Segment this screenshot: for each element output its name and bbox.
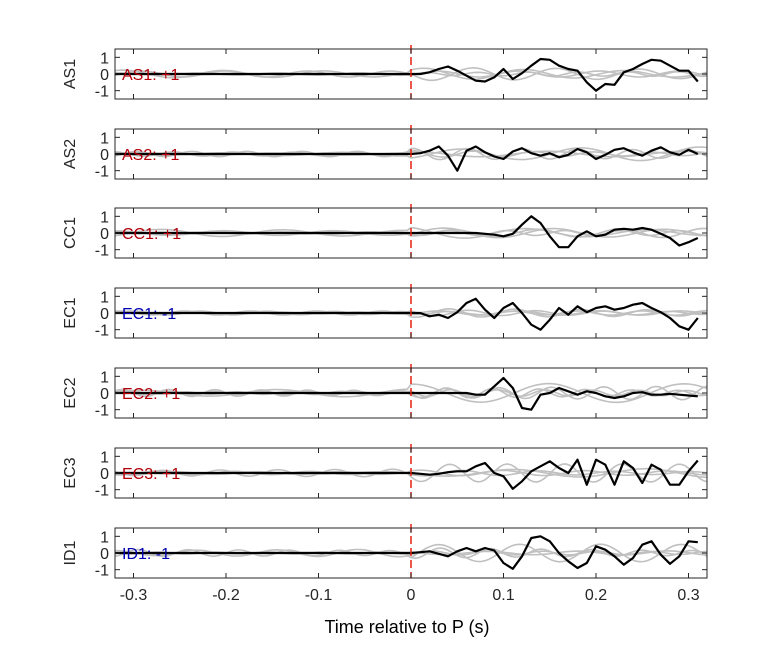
- background-trace: [115, 226, 707, 239]
- y-axis-label: EC1: [62, 297, 79, 328]
- y-tick-label: -1: [95, 323, 109, 340]
- y-tick-label: 1: [100, 449, 109, 466]
- panel-id1: -101 ID1 ID1: -1: [62, 524, 708, 580]
- panel-ec2: -101 EC2 EC2: +1: [62, 364, 708, 420]
- panel-as2: -101 AS2 AS2: +1: [62, 125, 708, 181]
- y-tick-label: 0: [100, 226, 109, 243]
- y-axis-label: CC1: [62, 217, 79, 249]
- series-line: [115, 57, 699, 92]
- x-tick-label: 0.2: [585, 587, 607, 604]
- y-tick-label: -1: [95, 403, 109, 420]
- y-axis-label: EC2: [62, 377, 79, 408]
- y-axis-label: AS1: [62, 59, 79, 89]
- y-tick-label: 1: [100, 369, 109, 386]
- y-tick-label: -1: [95, 84, 109, 101]
- y-axis-label: ID1: [62, 540, 79, 565]
- polarity-annotation: EC1: -1: [122, 306, 176, 323]
- x-tick-label: -0.2: [212, 587, 240, 604]
- x-tick-label: 0.3: [677, 587, 699, 604]
- background-trace: [115, 307, 707, 319]
- series-line: [115, 535, 698, 570]
- polarity-annotation: AS1: +1: [122, 67, 179, 84]
- series-line: [115, 145, 699, 172]
- polarity-annotation: EC3: +1: [122, 466, 180, 483]
- y-axis-label: EC3: [62, 457, 79, 488]
- series-line: [115, 376, 698, 411]
- y-tick-label: -1: [95, 483, 109, 500]
- y-tick-label: 0: [100, 306, 109, 323]
- background-trace: [115, 147, 707, 161]
- panel-as1: -101 AS1 AS1: +1: [62, 45, 708, 101]
- y-tick-label: 0: [100, 147, 109, 164]
- x-tick-label: 0: [407, 587, 416, 604]
- polarity-annotation: ID1: -1: [122, 546, 170, 563]
- y-tick-label: 1: [100, 209, 109, 226]
- y-tick-label: 1: [100, 50, 109, 67]
- panel-ec1: -101 EC1 EC1: -1: [62, 284, 708, 340]
- y-tick-label: 0: [100, 466, 109, 483]
- panel-ec3: -101 EC3 EC3: +1: [62, 444, 708, 500]
- y-tick-label: 1: [100, 289, 109, 306]
- background-trace: [115, 382, 707, 404]
- series-line: [115, 297, 699, 331]
- x-tick-label: 0.1: [492, 587, 514, 604]
- panel-cc1: -101 CC1 CC1: +1: [62, 204, 708, 260]
- x-tick-label: -0.3: [120, 587, 148, 604]
- y-tick-label: -1: [95, 563, 109, 580]
- polarity-annotation: CC1: +1: [122, 226, 181, 243]
- x-axis-label: Time relative to P (s): [324, 617, 489, 637]
- polarity-annotation: EC2: +1: [122, 386, 180, 403]
- series-line: [115, 215, 699, 249]
- y-tick-label: 1: [100, 130, 109, 147]
- y-tick-label: 0: [100, 546, 109, 563]
- y-tick-label: 0: [100, 386, 109, 403]
- y-tick-label: -1: [95, 164, 109, 181]
- y-tick-label: 0: [100, 67, 109, 84]
- y-axis-label: AS2: [62, 139, 79, 169]
- x-tick-label: -0.1: [305, 587, 333, 604]
- background-trace: [115, 547, 707, 560]
- series-line: [115, 458, 699, 490]
- polarity-annotation: AS2: +1: [122, 147, 179, 164]
- y-tick-label: -1: [95, 243, 109, 260]
- y-tick-label: 1: [100, 529, 109, 546]
- x-axis: -0.3 -0.2 -0.1 0 0.1 0.2 0.3: [120, 587, 700, 604]
